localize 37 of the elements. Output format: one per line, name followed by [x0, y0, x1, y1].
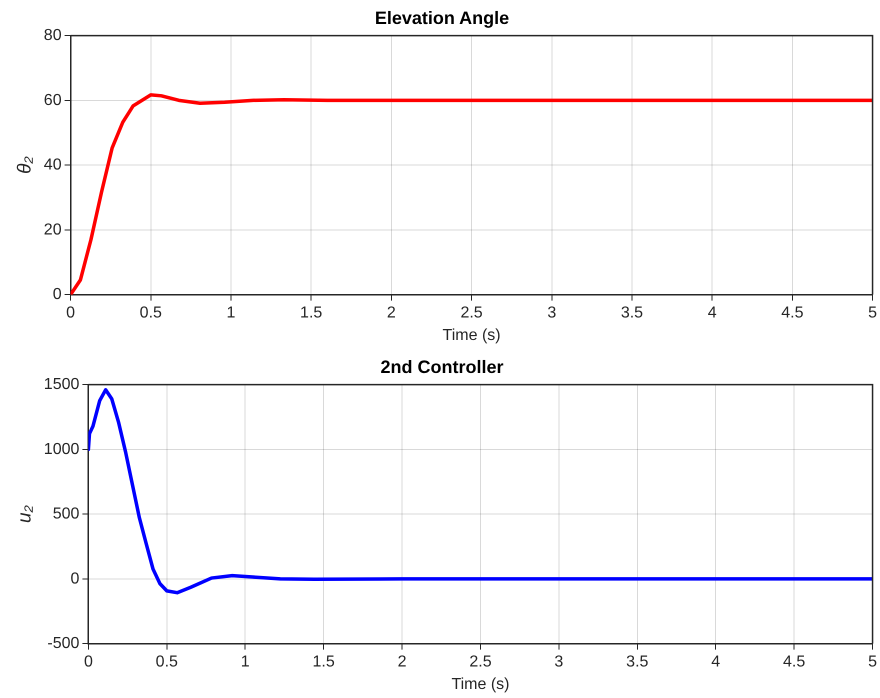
y-tick-label: 1000 — [44, 440, 80, 458]
x-tick-label: 5 — [868, 654, 878, 671]
chart-title: 2nd Controller — [380, 356, 504, 377]
x-tick-label: 1.5 — [300, 304, 322, 322]
x-tick-label: 4.5 — [781, 304, 804, 322]
x-tick-label: 3.5 — [620, 304, 644, 322]
y-axis-title: θ₂ — [14, 156, 36, 174]
y-axis-title: u₂ — [14, 504, 36, 524]
x-tick-label: 4 — [711, 654, 720, 671]
x-axis-title: Time (s) — [451, 676, 510, 693]
x-tick-label: 1.5 — [312, 654, 335, 671]
x-tick-label: 2.5 — [469, 654, 492, 671]
x-tick-label: 4 — [708, 304, 717, 322]
x-tick-label: 3 — [554, 654, 564, 671]
chart-title: Elevation Angle — [374, 8, 510, 28]
y-tick-label: 80 — [44, 27, 62, 44]
y-tick-label: 0 — [52, 286, 62, 304]
y-tick-label: 0 — [70, 570, 80, 588]
y-tick-label: -500 — [47, 635, 80, 652]
x-tick-label: 4.5 — [783, 654, 806, 671]
x-tick-label: 0.5 — [140, 304, 162, 322]
x-tick-label: 1 — [226, 304, 236, 322]
y-tick-label: 1500 — [44, 376, 80, 394]
x-tick-label: 2 — [386, 304, 396, 322]
y-tick-label: 60 — [44, 92, 62, 109]
x-tick-label: 5 — [868, 304, 878, 322]
y-tick-label: 40 — [44, 156, 62, 174]
x-tick-label: 2.5 — [460, 304, 483, 322]
y-tick-label: 20 — [44, 221, 62, 238]
x-tick-label: 2 — [398, 654, 407, 671]
x-tick-label: 0.5 — [156, 654, 178, 671]
x-tick-label: 0 — [84, 654, 93, 671]
x-tick-label: 3.5 — [626, 654, 649, 671]
x-axis-title: Time (s) — [442, 326, 501, 344]
x-tick-label: 3 — [547, 304, 556, 322]
y-tick-label: 500 — [52, 506, 80, 523]
x-tick-label: 1 — [240, 654, 250, 671]
